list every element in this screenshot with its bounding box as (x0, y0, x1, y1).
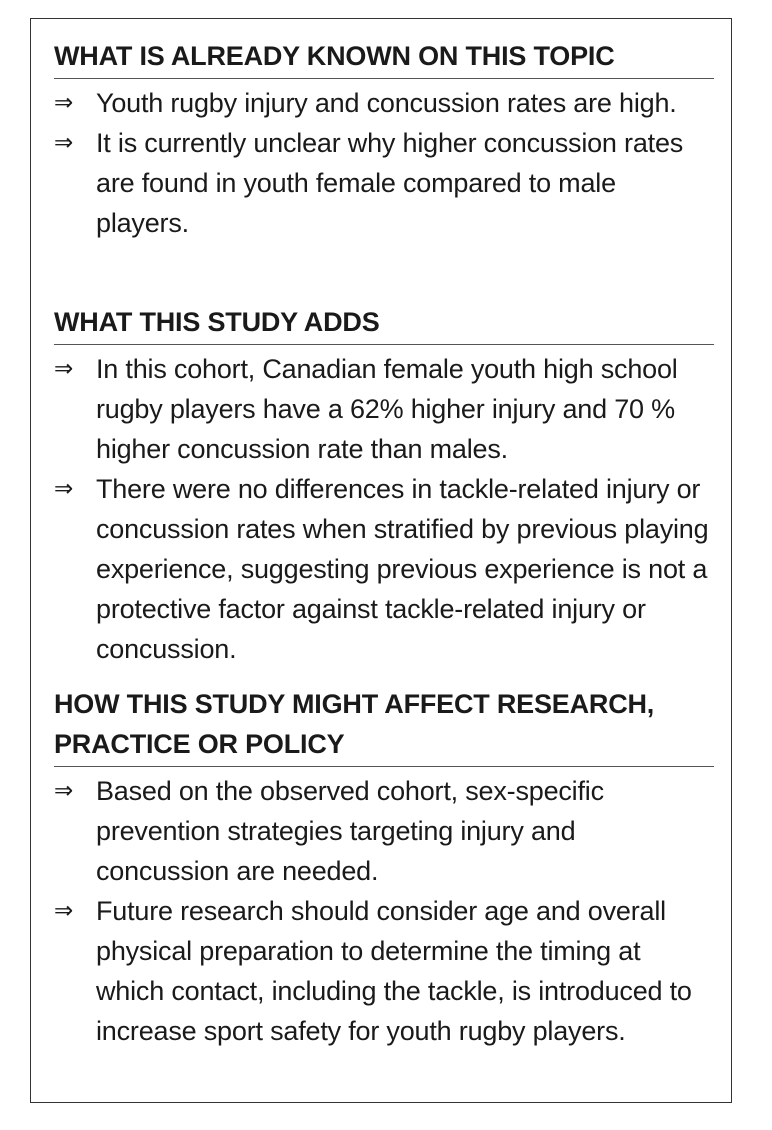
bullet-list: ⇒ Based on the observed cohort, sex-spec… (54, 771, 714, 1051)
double-arrow-icon: ⇒ (54, 90, 74, 116)
double-arrow-icon: ⇒ (54, 356, 74, 382)
section-heading: WHAT THIS STUDY ADDS (54, 302, 714, 345)
section-study-adds: WHAT THIS STUDY ADDS ⇒ In this cohort, C… (54, 302, 714, 669)
list-item: ⇒ Based on the observed cohort, sex-spec… (54, 771, 714, 891)
section-heading: HOW THIS STUDY MIGHT AFFECT RESEARCH, PR… (54, 684, 714, 767)
list-item: ⇒ It is currently unclear why higher con… (54, 123, 714, 243)
list-item: ⇒ Youth rugby injury and concussion rate… (54, 83, 714, 123)
list-item-text: Youth rugby injury and concussion rates … (96, 88, 677, 118)
list-item-text: In this cohort, Canadian female youth hi… (96, 354, 678, 464)
bullet-list: ⇒ In this cohort, Canadian female youth … (54, 349, 714, 669)
list-item-text: There were no differences in tackle-rela… (96, 474, 709, 664)
list-item-text: Based on the observed cohort, sex-specif… (96, 776, 604, 886)
section-heading: WHAT IS ALREADY KNOWN ON THIS TOPIC (54, 36, 714, 79)
double-arrow-icon: ⇒ (54, 898, 74, 924)
list-item: ⇒ In this cohort, Canadian female youth … (54, 349, 714, 469)
section-affect-research: HOW THIS STUDY MIGHT AFFECT RESEARCH, PR… (54, 684, 714, 1051)
list-item: ⇒ There were no differences in tackle-re… (54, 469, 714, 669)
double-arrow-icon: ⇒ (54, 476, 74, 502)
list-item-text: It is currently unclear why higher concu… (96, 128, 684, 238)
list-item-text: Future research should consider age and … (96, 896, 692, 1046)
double-arrow-icon: ⇒ (54, 130, 74, 156)
bullet-list: ⇒ Youth rugby injury and concussion rate… (54, 83, 714, 243)
key-messages-box: WHAT IS ALREADY KNOWN ON THIS TOPIC ⇒ Yo… (30, 18, 732, 1103)
list-item: ⇒ Future research should consider age an… (54, 891, 714, 1051)
double-arrow-icon: ⇒ (54, 778, 74, 804)
section-already-known: WHAT IS ALREADY KNOWN ON THIS TOPIC ⇒ Yo… (54, 36, 714, 243)
